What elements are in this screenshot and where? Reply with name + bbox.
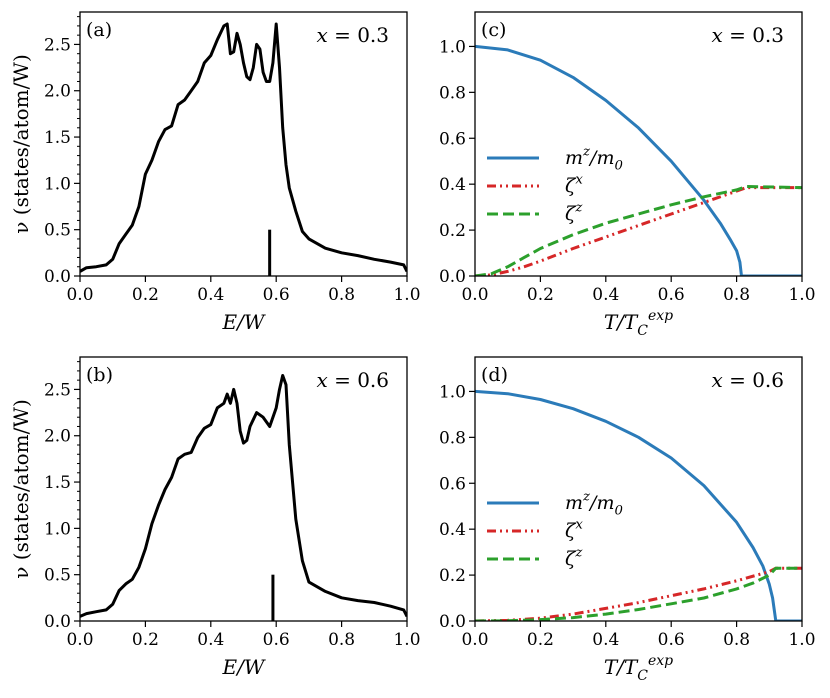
x-tick-label: 1.0 [788, 630, 815, 650]
y-tick-label: 1.0 [44, 174, 71, 194]
x-tick-label: 0.6 [658, 630, 685, 650]
x-axis-label: E/W [222, 310, 266, 334]
y-axis-label: ν (states/atom/W) [9, 399, 33, 578]
x-tick-label: 0.0 [461, 285, 488, 305]
x-tick-label: 0.0 [461, 630, 488, 650]
x-tick-label: 0.6 [263, 630, 290, 650]
legend-label: mz/m0 [565, 489, 623, 518]
y-tick-label: 2.0 [44, 82, 71, 102]
legend-label: ζx [565, 517, 583, 542]
composition-annotation: x = 0.3 [316, 23, 389, 47]
y-tick-label: 1.0 [439, 37, 466, 57]
composition-annotation: x = 0.6 [316, 368, 389, 392]
legend-label: ζz [565, 545, 583, 570]
legend-label: ζx [565, 172, 583, 197]
x-tick-label: 0.2 [132, 630, 159, 650]
y-tick-label: 1.0 [44, 519, 71, 539]
x-axis-label: T/TCexp [604, 308, 673, 339]
x-tick-label: 0.0 [66, 285, 93, 305]
series-line-2 [475, 185, 802, 276]
y-tick-label: 0.8 [439, 428, 466, 448]
panel-tag: (d) [481, 364, 508, 386]
axes-frame [79, 11, 408, 277]
panel-tag: (b) [86, 364, 113, 386]
x-tick-label: 0.8 [723, 285, 750, 305]
axes-frame [79, 356, 408, 622]
y-tick-label: 0.8 [439, 83, 466, 103]
x-tick-label: 1.0 [393, 630, 420, 650]
x-axis-label: E/W [222, 655, 266, 679]
x-tick-label: 0.2 [527, 630, 554, 650]
series-line-2 [475, 566, 802, 621]
panel-tag: (a) [86, 19, 112, 41]
axes-frame [474, 11, 803, 277]
y-tick-label: 2.5 [44, 35, 71, 55]
series-line-1 [475, 186, 802, 276]
y-tick-label: 0.4 [439, 175, 466, 195]
x-tick-label: 0.6 [658, 285, 685, 305]
legend-label: mz/m0 [565, 144, 623, 173]
series-group [80, 22, 407, 273]
composition-annotation: x = 0.3 [711, 23, 784, 47]
y-tick-label: 0.0 [439, 267, 466, 287]
x-tick-label: 0.4 [592, 630, 619, 650]
x-tick-label: 0.4 [197, 630, 224, 650]
legend-label: ζz [565, 200, 583, 225]
y-tick-label: 2.0 [44, 427, 71, 447]
y-tick-label: 2.5 [44, 380, 71, 400]
y-tick-label: 0.5 [44, 566, 71, 586]
y-tick-label: 0.0 [439, 612, 466, 632]
x-tick-label: 0.2 [527, 285, 554, 305]
x-tick-label: 1.0 [393, 285, 420, 305]
y-tick-label: 0.6 [439, 129, 466, 149]
x-tick-label: 0.8 [723, 630, 750, 650]
y-tick-label: 1.5 [44, 473, 71, 493]
x-tick-label: 0.8 [328, 630, 355, 650]
panel-d: 0.0 0.2 0.4 0.6 0.8 1.0 0.0 0.2 0.4 0.6 0.8 1.0 (d) x… [439, 356, 816, 684]
y-axis-label: ν (states/atom/W) [9, 54, 33, 233]
series-line-0 [475, 389, 802, 621]
series-group [80, 374, 407, 618]
x-tick-label: 0.0 [66, 630, 93, 650]
x-tick-label: 0.8 [328, 285, 355, 305]
panel-tag: (c) [481, 19, 506, 41]
y-tick-label: 0.0 [44, 612, 71, 632]
y-tick-label: 0.2 [439, 566, 466, 586]
series-group [475, 44, 802, 276]
y-tick-label: 0.6 [439, 474, 466, 494]
series-group [475, 389, 802, 621]
y-tick-label: 1.0 [439, 382, 466, 402]
x-tick-label: 0.6 [263, 285, 290, 305]
x-axis-label: T/TCexp [604, 653, 673, 684]
x-tick-label: 0.2 [132, 285, 159, 305]
series-line-0 [475, 44, 802, 276]
composition-annotation: x = 0.6 [711, 368, 784, 392]
panel-c: 0.0 0.2 0.4 0.6 0.8 1.0 0.0 0.2 0.4 0.6 0.8 1.0 (c) x… [439, 11, 816, 339]
axes-frame [474, 356, 803, 622]
y-tick-label: 0.4 [439, 520, 466, 540]
y-tick-label: 0.5 [44, 221, 71, 241]
x-tick-label: 1.0 [788, 285, 815, 305]
series-line-1 [475, 566, 802, 621]
x-tick-label: 0.4 [197, 285, 224, 305]
series-line-0 [80, 374, 407, 618]
panel-a: 0.0 0.2 0.4 0.6 0.8 1.0 0.0 0.5 1.0 1.5 2.0 2.5 (a) x… [9, 11, 421, 334]
x-tick-label: 0.4 [592, 285, 619, 305]
series-line-0 [80, 22, 407, 273]
y-tick-label: 0.2 [439, 221, 466, 241]
y-tick-label: 0.0 [44, 267, 71, 287]
y-tick-label: 1.5 [44, 128, 71, 148]
panel-b: 0.0 0.2 0.4 0.6 0.8 1.0 0.0 0.5 1.0 1.5 2.0 2.5 (b) x… [9, 356, 421, 679]
